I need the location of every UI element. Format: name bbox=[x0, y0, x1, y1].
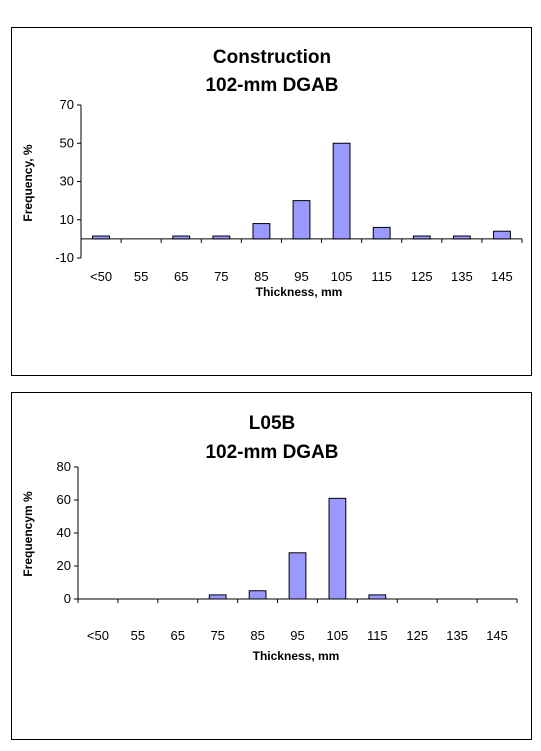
x-tick-label: 105 bbox=[327, 628, 349, 643]
bar bbox=[248, 590, 267, 600]
bar bbox=[493, 230, 511, 240]
x-tick-label: 95 bbox=[294, 269, 308, 284]
bar bbox=[328, 497, 347, 600]
x-tick-label: <50 bbox=[90, 269, 112, 284]
x-axis-label: Thickness, mm bbox=[256, 285, 343, 299]
bar bbox=[92, 235, 110, 240]
chart-title-line-1: L05B bbox=[249, 413, 295, 434]
chart-construction-svg: Construction 102-mm DGAB Frequency, % Th… bbox=[21, 47, 523, 299]
chart-title-line-2: 102-mm DGAB bbox=[205, 75, 338, 96]
y-tick-label: 10 bbox=[60, 212, 74, 227]
chart-construction: Construction 102-mm DGAB Frequency, % Th… bbox=[11, 27, 532, 376]
x-tick-label: 125 bbox=[411, 269, 433, 284]
x-tick-label: 115 bbox=[371, 269, 392, 284]
y-tick-label: 50 bbox=[60, 135, 74, 150]
y-tick-label: 0 bbox=[64, 591, 71, 606]
bar bbox=[368, 594, 387, 600]
bar bbox=[212, 235, 231, 240]
x-tick-label: 95 bbox=[290, 628, 304, 643]
chart-title-line-1: Construction bbox=[213, 47, 331, 68]
x-tick-label: 75 bbox=[214, 269, 228, 284]
bar bbox=[412, 235, 431, 240]
y-tick-label: 30 bbox=[60, 174, 74, 189]
x-tick-label: 65 bbox=[171, 628, 185, 643]
x-tick-label: 125 bbox=[406, 628, 428, 643]
x-tick-label: 135 bbox=[451, 269, 473, 284]
bar bbox=[172, 235, 191, 240]
chart-l05b-svg: L05B 102-mm DGAB Frequencym % Thickness,… bbox=[21, 413, 518, 663]
x-tick-label: 55 bbox=[131, 628, 145, 643]
y-tick-label: 80 bbox=[57, 459, 71, 474]
plot-area: 0 20 40 60 80 <50 55 65 75 85 95 105 115 125 135 145 bbox=[57, 459, 518, 643]
y-tick-label: 40 bbox=[57, 525, 71, 540]
x-tick-label: 105 bbox=[331, 269, 353, 284]
x-tick-label: 55 bbox=[134, 269, 148, 284]
x-tick-label: 65 bbox=[174, 269, 188, 284]
x-tick-label: 115 bbox=[367, 628, 388, 643]
y-tick-label: 70 bbox=[60, 97, 74, 112]
y-tick-label: -10 bbox=[55, 250, 74, 265]
x-tick-label: 135 bbox=[446, 628, 468, 643]
bar bbox=[372, 226, 391, 240]
y-axis-label: Frequency, % bbox=[21, 144, 35, 221]
bar bbox=[332, 142, 351, 240]
bar bbox=[288, 552, 307, 600]
bar bbox=[292, 200, 311, 240]
bar bbox=[208, 594, 227, 600]
bar bbox=[252, 223, 271, 240]
y-axis-label: Frequencym % bbox=[21, 491, 35, 577]
x-tick-label: 85 bbox=[254, 269, 268, 284]
x-tick-label: 75 bbox=[210, 628, 224, 643]
x-tick-label: 85 bbox=[250, 628, 264, 643]
x-tick-label: 145 bbox=[486, 628, 508, 643]
x-tick-label: <50 bbox=[87, 628, 109, 643]
bar bbox=[452, 235, 471, 240]
chart-title-line-2: 102-mm DGAB bbox=[205, 442, 338, 463]
plot-area: -10 10 30 50 70 <50 55 65 75 85 95 105 115 125 135 145 bbox=[55, 97, 523, 284]
y-tick-label: 20 bbox=[57, 558, 71, 573]
y-tick-label: 60 bbox=[57, 492, 71, 507]
x-tick-label: 145 bbox=[491, 269, 513, 284]
chart-l05b: L05B 102-mm DGAB Frequencym % Thickness,… bbox=[11, 392, 532, 740]
x-axis-label: Thickness, mm bbox=[253, 649, 340, 663]
